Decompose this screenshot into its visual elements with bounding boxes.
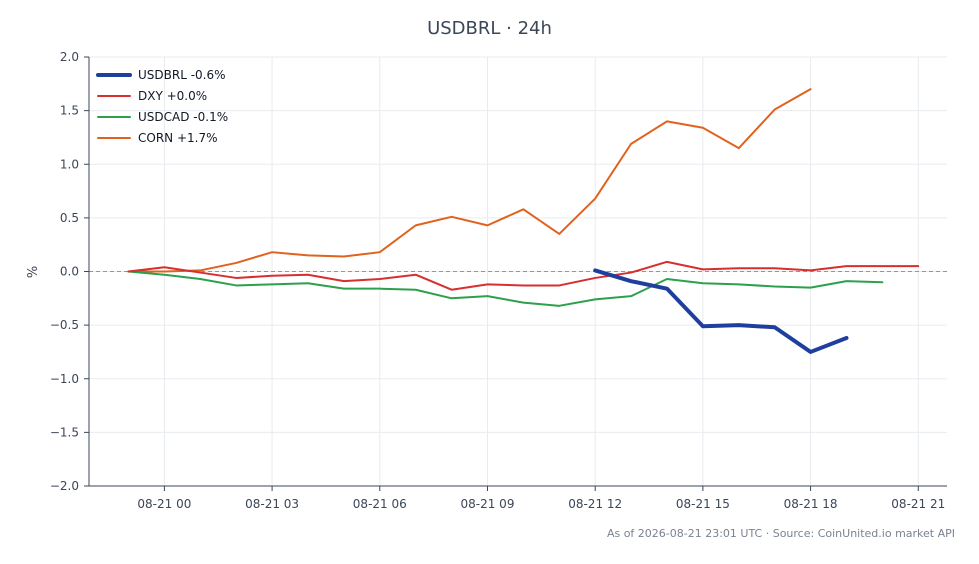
series-lines <box>127 88 920 354</box>
x-tick-label: 08-21 12 <box>568 497 622 511</box>
axes: −2.0 −1.5 −1.0 −0.5 0.0 0.5 1.0 1.5 2.0 08-21 00 0… <box>50 50 947 511</box>
y-tick-label: −1.0 <box>50 372 79 386</box>
series-line-usdbrl <box>593 268 849 354</box>
x-tick-label: 08-21 00 <box>137 497 191 511</box>
legend: USDBRL -0.6% DXY +0.0% USDCAD -0.1% CORN +1… <box>96 68 228 145</box>
y-axis-label: % <box>26 266 41 278</box>
legend-label-dxy: DXY +0.0% <box>138 89 207 103</box>
x-tick-label: 08-21 18 <box>784 497 838 511</box>
series-line-corn <box>127 88 812 273</box>
footer-source: As of 2026-08-21 23:01 UTC · Source: Coi… <box>606 527 955 540</box>
y-tick-label: 1.5 <box>60 104 79 118</box>
chart-title: USDBRL · 24h <box>427 18 552 39</box>
y-tick-label: 0.5 <box>60 211 79 225</box>
legend-label-usdcad: USDCAD -0.1% <box>138 110 228 124</box>
x-tick-label: 08-21 21 <box>891 497 945 511</box>
y-tick-label: 1.0 <box>60 157 79 171</box>
x-tick-label: 08-21 06 <box>353 497 407 511</box>
legend-label-usdbrl: USDBRL -0.6% <box>138 68 226 82</box>
y-tick-label: 0.0 <box>60 265 79 279</box>
y-tick-label: −1.5 <box>50 425 79 439</box>
x-tick-label: 08-21 09 <box>461 497 515 511</box>
y-tick-label: −2.0 <box>50 479 79 493</box>
y-tick-label: 2.0 <box>60 50 79 64</box>
series-line-usdcad <box>127 270 884 307</box>
y-tick-label: −0.5 <box>50 318 79 332</box>
series-line-dxy <box>127 260 920 291</box>
legend-label-corn: CORN +1.7% <box>138 131 218 145</box>
x-tick-label: 08-21 15 <box>676 497 730 511</box>
x-tick-label: 08-21 03 <box>245 497 299 511</box>
